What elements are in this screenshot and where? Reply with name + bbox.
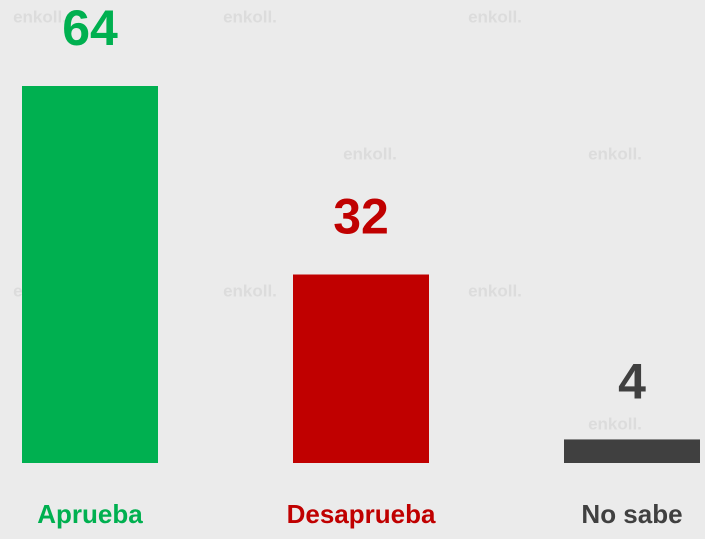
category-label: Desaprueba xyxy=(287,499,436,529)
bar xyxy=(293,274,429,463)
watermark: enkoll. xyxy=(13,7,67,26)
value-label: 64 xyxy=(62,0,118,56)
watermark: enkoll. xyxy=(588,144,642,163)
category-label: Aprueba xyxy=(37,499,143,529)
watermark: enkoll. xyxy=(343,144,397,163)
watermark: enkoll. xyxy=(468,7,522,26)
watermark: enkoll. xyxy=(468,281,522,300)
value-label: 32 xyxy=(333,189,389,245)
value-label: 4 xyxy=(618,354,646,410)
watermark: enkoll. xyxy=(223,281,277,300)
watermark: enkoll. xyxy=(588,414,642,433)
bar xyxy=(22,86,158,463)
category-label: No sabe xyxy=(581,499,682,529)
bar xyxy=(564,439,700,463)
watermark: enkoll. xyxy=(223,7,277,26)
